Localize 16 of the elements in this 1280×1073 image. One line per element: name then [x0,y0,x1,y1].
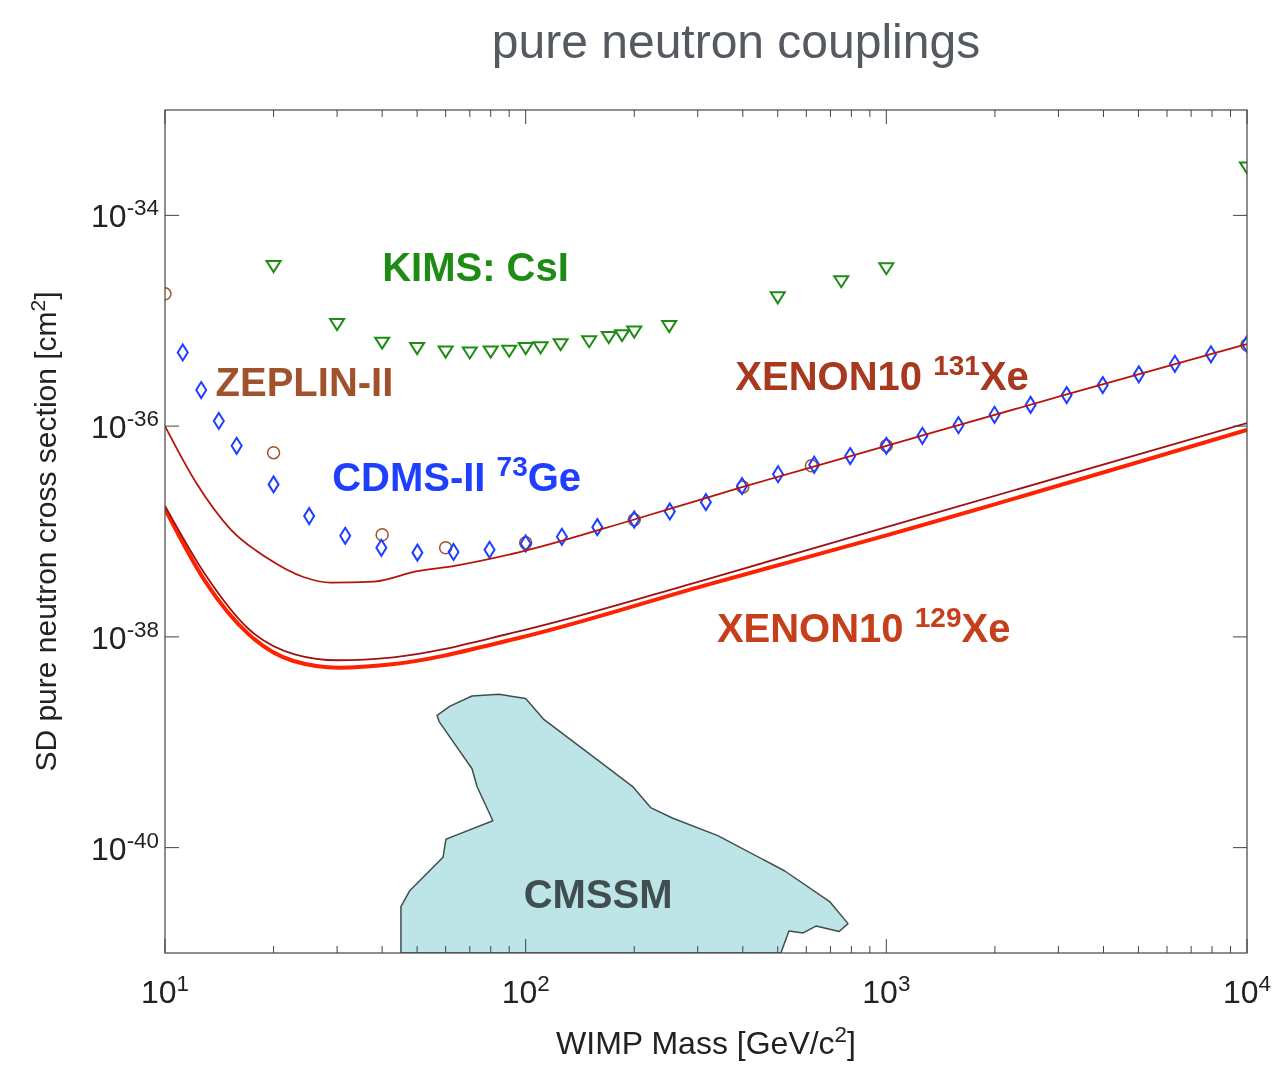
x-tick-label: 10$^{4}$ [1222,970,1272,1010]
x-tick-label: 10$^{3}$ [862,970,911,1010]
series-label: XENON10 $^{131}$Xe [735,349,1029,398]
series-label: KIMS: CsI [382,244,569,289]
y-tick-label: 10$^{-38}$ [91,616,159,656]
x-tick-label: 10$^{2}$ [501,970,550,1010]
series-label: CDMS-II $^{73}$Ge [332,450,582,500]
series-label: XENON10 $^{129}$Xe [716,601,1011,651]
chart-title: pure neutron couplings [491,15,981,68]
y-tick-label: 10$^{-40}$ [91,827,159,867]
series-label: ZEPLIN-II [215,359,394,404]
x-axis-title: WIMP Mass [GeV/c$^{2}$] [556,1021,856,1061]
x-tick-label: 10$^{1}$ [140,970,190,1010]
y-tick-label: 10$^{-36}$ [91,405,159,446]
series-label: CMSSM [523,871,673,916]
y-tick-label: 10$^{-34}$ [91,194,159,235]
